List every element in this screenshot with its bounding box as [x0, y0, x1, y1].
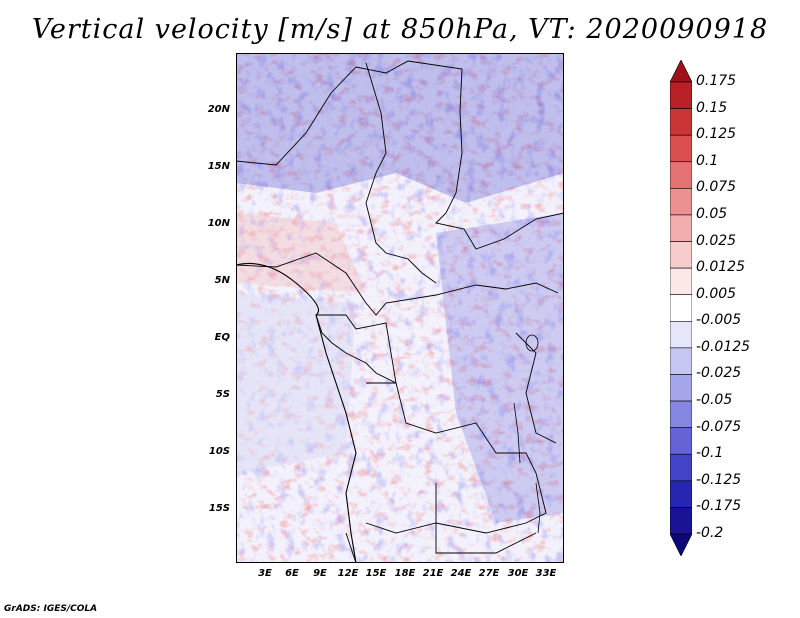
colorbar-level-label: 0.0125 [696, 259, 745, 276]
colorbar-bin [670, 60, 692, 83]
map-plot-area [236, 53, 564, 563]
map-border-frame [236, 53, 564, 563]
lon-tick-label: 6E [285, 568, 299, 579]
colorbar-bin [670, 374, 692, 402]
colorbar-bin [670, 400, 692, 428]
border-rift [515, 332, 557, 444]
colorbar-bin [670, 108, 692, 136]
colorbar-bin [670, 161, 692, 189]
colorbar [670, 60, 692, 556]
colorbar-level-label: -0.2 [696, 525, 724, 541]
colorbar-level-label: -0.005 [696, 312, 742, 329]
lat-tick-label: 15S [208, 503, 230, 514]
border-zambia [435, 483, 537, 554]
border-south [365, 382, 547, 534]
northern-region-shading [236, 53, 564, 203]
lat-tick-label: 20N [207, 104, 230, 115]
ocean-region-shading [236, 293, 356, 473]
lake-victoria [525, 334, 539, 352]
colorbar-level-label: -0.175 [696, 498, 742, 515]
lon-tick-label: 12E [337, 568, 359, 579]
lat-tick-label: 10S [208, 446, 230, 457]
lon-tick-label: 3E [258, 568, 272, 579]
lat-tick-label: EQ [214, 332, 230, 343]
colorbar-bin [670, 294, 692, 322]
lat-tick-label: 10N [207, 218, 230, 229]
lon-tick-label: 33E [535, 568, 557, 579]
lat-tick-label: 15N [207, 161, 230, 172]
colorbar-bin [670, 533, 692, 556]
coastline [236, 262, 357, 563]
border-north [236, 60, 463, 166]
lakes [513, 334, 541, 534]
border-namibia [345, 532, 357, 563]
lon-tick-label: 24E [450, 568, 472, 579]
colorbar-bin [670, 134, 692, 163]
colorbar-bin [670, 81, 692, 109]
eastern-region-shading [436, 213, 564, 523]
colorbar-bin [670, 214, 692, 242]
border-chad [365, 62, 437, 284]
colorbar-bin [670, 188, 692, 216]
velocity-texture [236, 53, 564, 563]
border-central [236, 252, 559, 316]
lon-tick-label: 15E [365, 568, 387, 579]
lake-malawi [535, 482, 541, 534]
colorbar-bin [670, 347, 692, 375]
lon-tick-label: 27E [478, 568, 500, 579]
credit-text: GrADS: IGES/COLA [4, 604, 98, 614]
colorbar-level-label: -0.075 [696, 418, 742, 435]
colorbar-bin [670, 507, 692, 535]
colorbar-bin [670, 427, 692, 455]
country-borders [236, 60, 564, 563]
border-gabon [315, 314, 397, 384]
sahel-region-shading [236, 213, 366, 293]
colorbar-level-label: 0.1 [696, 152, 719, 169]
colorbar-bin [670, 241, 692, 269]
velocity-field-map [236, 53, 564, 563]
colorbar-level-label: -0.0125 [696, 338, 751, 355]
lon-tick-label: 21E [422, 568, 444, 579]
colorbar-level-label: 0.15 [696, 99, 728, 116]
colorbar-level-label: -0.025 [696, 365, 742, 382]
colorbar-bin [670, 320, 692, 349]
colorbar-level-label: -0.1 [696, 445, 724, 462]
colorbar-level-label: -0.05 [696, 392, 733, 409]
colorbar-level-label: 0.005 [696, 285, 737, 302]
colorbar-level-label: 0.125 [696, 126, 737, 143]
lon-tick-label: 30E [507, 568, 529, 579]
lon-tick-label: 18E [394, 568, 416, 579]
colorbar-level-label: 0.025 [696, 232, 737, 249]
colorbar-level-label: 0.075 [696, 179, 737, 196]
lat-tick-label: 5N [214, 275, 230, 286]
border-sudan [435, 110, 564, 250]
colorbar-bin [670, 453, 692, 482]
lon-tick-label: 9E [313, 568, 327, 579]
lake-tanganyika [513, 402, 521, 464]
colorbar-level-label: 0.05 [696, 205, 728, 222]
colorbar-level-label: 0.175 [696, 73, 737, 89]
colorbar-bin [670, 267, 692, 296]
colorbar-bin [670, 480, 692, 508]
lat-tick-label: 5S [215, 389, 230, 400]
colorbar-level-label: -0.125 [696, 471, 742, 488]
map-title: Vertical velocity [m/s] at 850hPa, VT: 2… [31, 14, 769, 45]
